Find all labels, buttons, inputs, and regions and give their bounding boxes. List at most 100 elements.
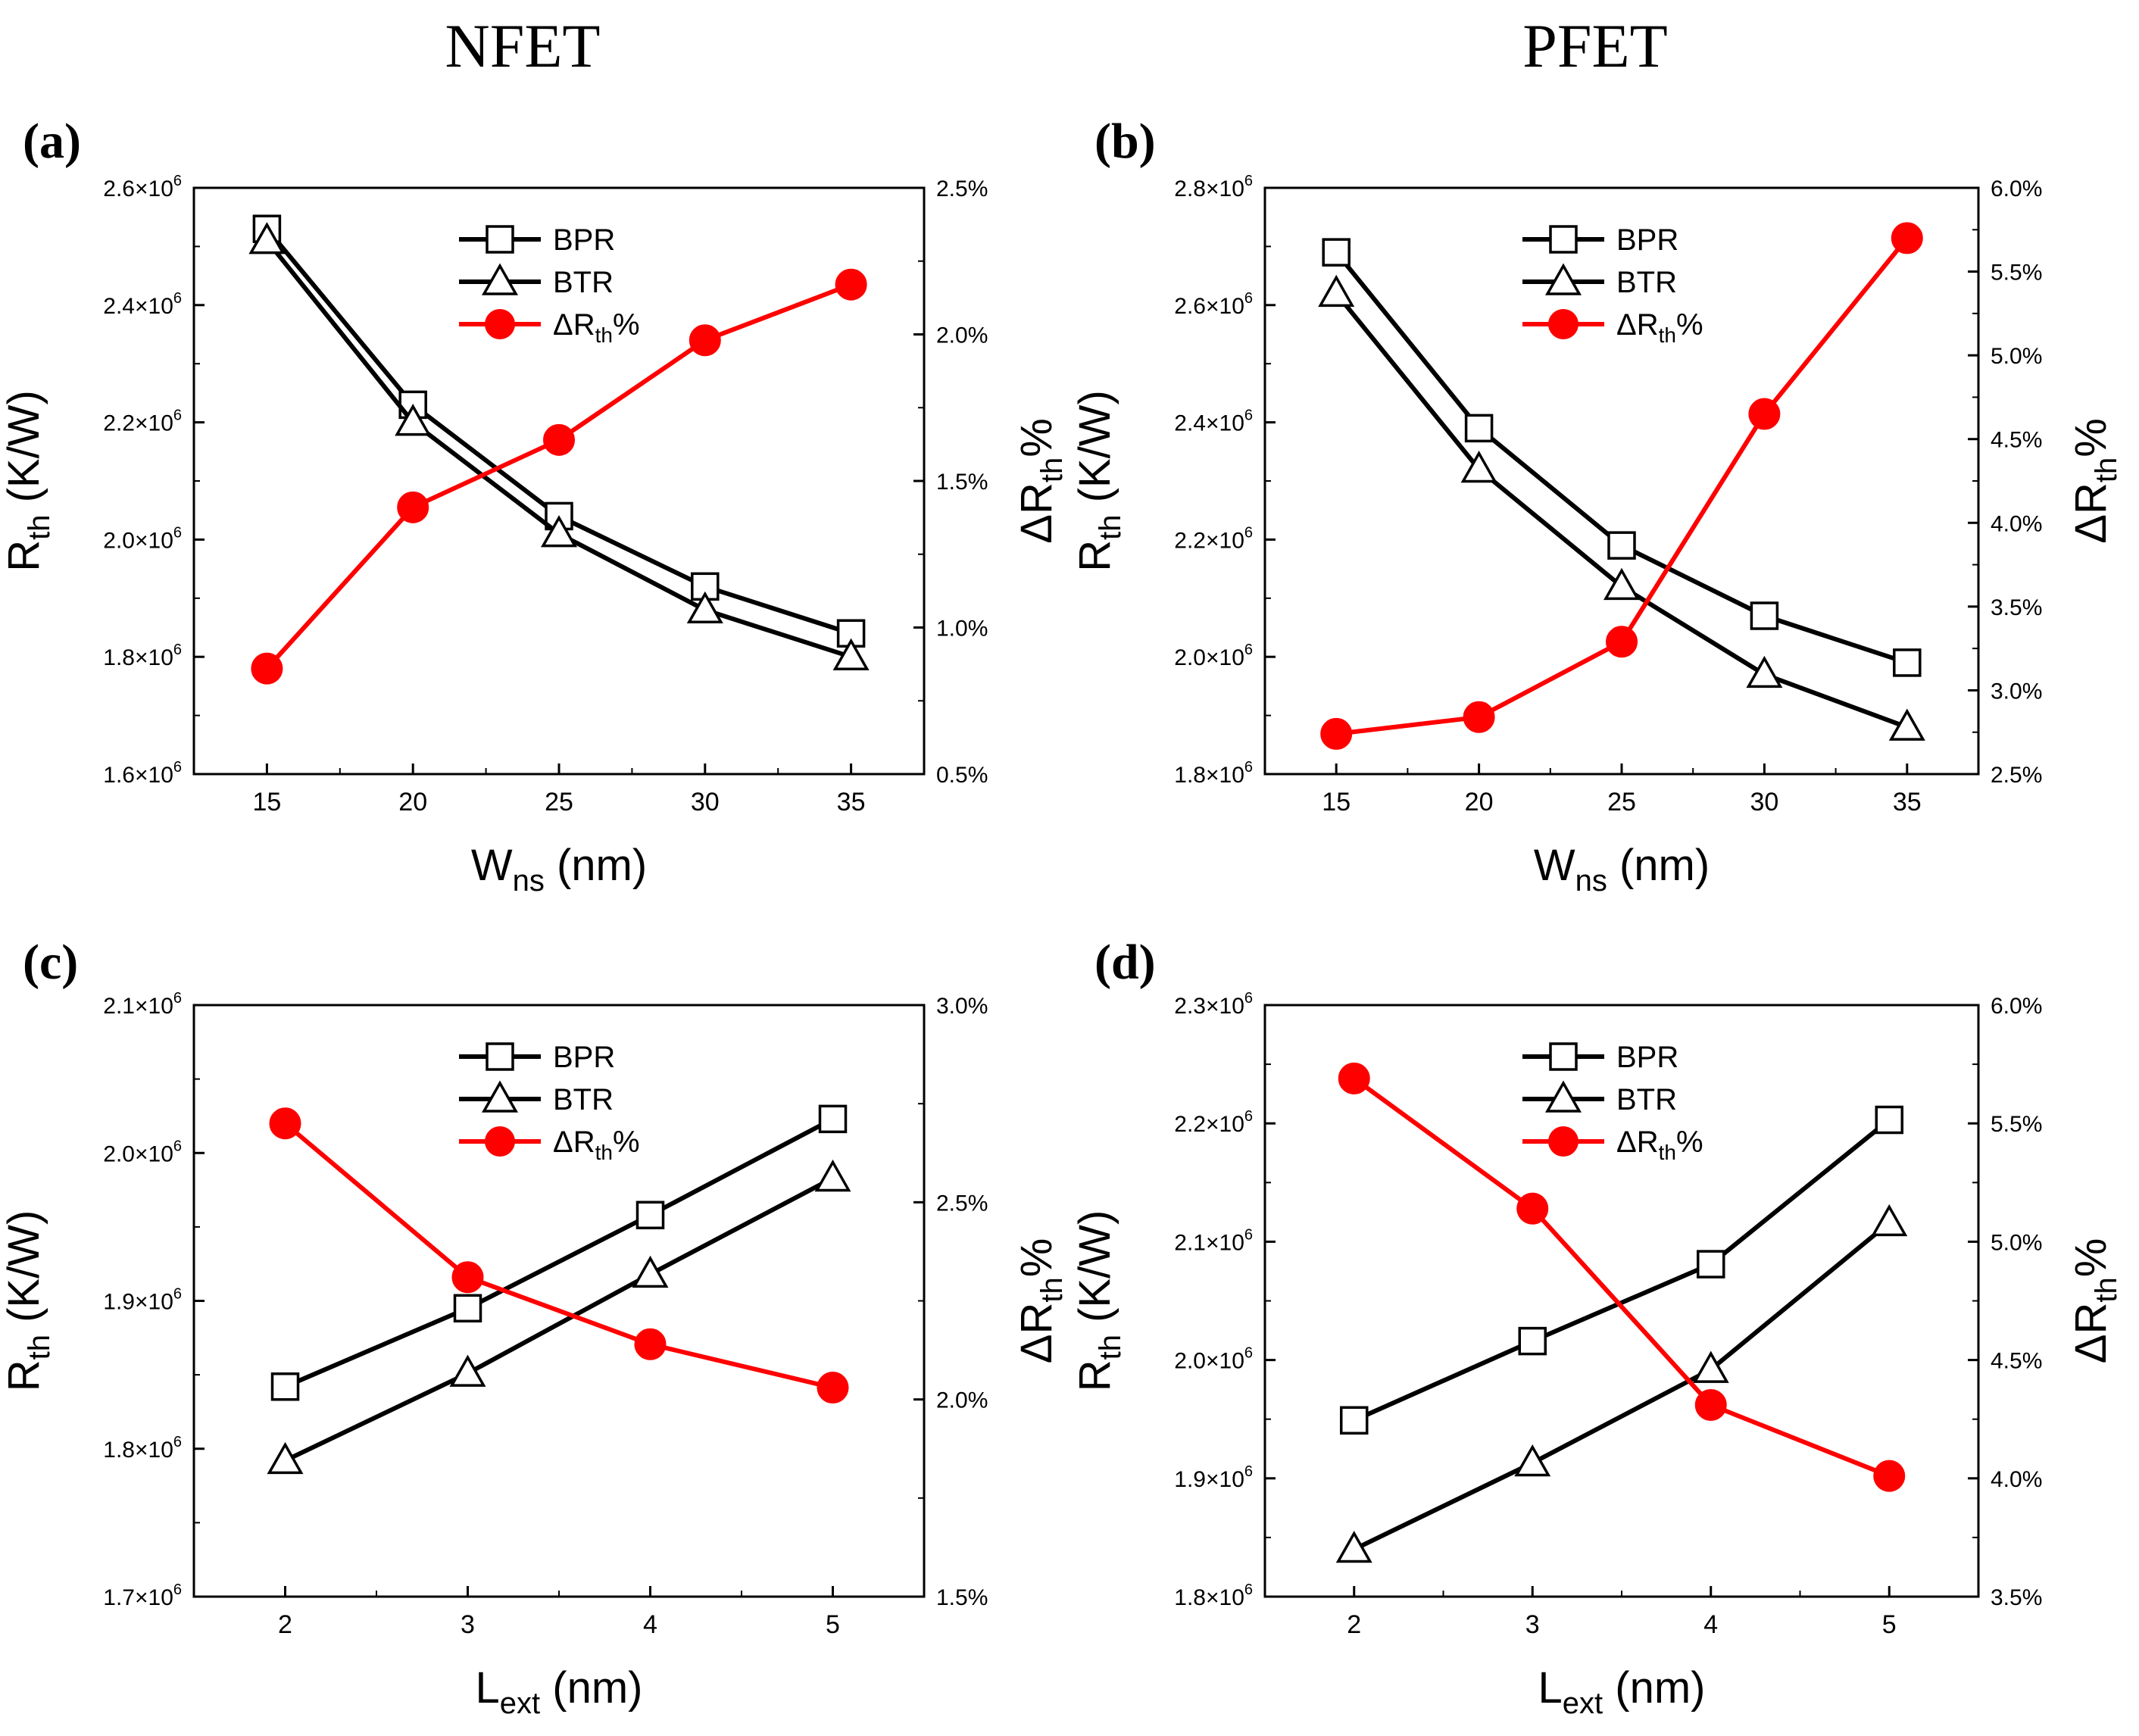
btr-triangle-marker <box>1514 1444 1551 1477</box>
delta-circle-marker <box>835 268 867 301</box>
delta-circle-marker <box>1694 1388 1727 1421</box>
legend-triangle-icon <box>1544 263 1582 295</box>
btr-triangle-marker <box>1888 708 1925 741</box>
column-title-nfet: NFET <box>445 11 601 80</box>
x-tick-label: 4 <box>1703 1610 1718 1639</box>
btr-triangle-marker <box>1460 450 1497 483</box>
y-left-axis-title: Rth (K/W) <box>1070 1210 1127 1392</box>
x-tick-label: 30 <box>691 788 720 816</box>
btr-triangle-marker <box>1692 1350 1729 1383</box>
btr-triangle-marker <box>1318 274 1355 308</box>
y-left-tick-label: 2.4×106 <box>1174 407 1253 436</box>
y-left-tick-label: 1.9×106 <box>103 1286 182 1315</box>
y-right-tick-label: 1.5% <box>936 470 988 495</box>
x-tick-label: 3 <box>1525 1610 1540 1639</box>
bpr-square-marker <box>1875 1105 1903 1135</box>
y-right-tick-label: 2.5% <box>936 176 988 201</box>
delta-circle-marker <box>1873 1460 1906 1492</box>
panel-label: (c) <box>23 935 78 990</box>
x-tick-label: 4 <box>643 1610 657 1639</box>
x-axis-title: Lext (nm) <box>1538 1663 1706 1720</box>
x-tick-label: 25 <box>545 788 573 816</box>
delta-circle-marker <box>689 324 721 357</box>
btr-triangle-marker <box>1335 1530 1372 1563</box>
y-left-tick-label: 2.8×106 <box>1174 173 1253 201</box>
series-line-circle <box>283 1121 834 1390</box>
delta-circle-marker <box>269 1107 301 1140</box>
y-right-tick-label: 1.5% <box>936 1585 988 1610</box>
bpr-square-marker <box>1518 1326 1547 1356</box>
legend-label: BTR <box>1616 1083 1677 1116</box>
delta-circle-marker <box>1338 1062 1370 1094</box>
legend: BPR BTR ΔRth% <box>1522 1041 1703 1164</box>
y-left-tick-label: 1.6×106 <box>103 759 182 788</box>
x-axis-title: Wns (nm) <box>471 841 647 898</box>
chart-panel-b: (b) 15 20 25 30 35 1.8×106 2.0×106 2.2×106 2.4×10… <box>1070 114 2123 898</box>
legend-label: BPR <box>553 223 615 257</box>
x-tick-label: 5 <box>826 1610 840 1639</box>
btr-triangle-marker <box>832 638 870 670</box>
btr-triangle-marker <box>1746 655 1783 688</box>
y-right-tick-label: 5.0% <box>1991 1230 2042 1255</box>
legend-label: BTR <box>1616 266 1677 299</box>
legend-square-icon <box>486 1042 514 1071</box>
y-left-axis-title: Rth (K/W) <box>0 1210 56 1392</box>
legend-label: BTR <box>553 266 614 299</box>
y-left-axis-title: Rth (K/W) <box>0 390 56 572</box>
delta-circle-marker <box>1891 222 1923 254</box>
legend-circle-icon <box>485 309 515 339</box>
y-left-tick-label: 1.7×106 <box>103 1581 182 1610</box>
x-axis-title: Lext (nm) <box>476 1663 643 1720</box>
legend: BPR BTR ΔRth% <box>459 223 640 347</box>
chart-panel-d: (d) 2 3 4 5 1.8×106 1.9×106 2.0×106 2.1×106 2.2×1… <box>1070 935 2123 1720</box>
legend-square-icon <box>1549 225 1578 254</box>
y-right-tick-label: 2.5% <box>936 1191 988 1216</box>
delta-circle-marker <box>1320 717 1353 750</box>
y-right-axis-title: ΔRth% <box>1012 1238 1069 1364</box>
y-right-axis-title: ΔRth% <box>1012 418 1069 544</box>
y-right-tick-label: 4.0% <box>1991 511 2042 536</box>
btr-triangle-marker <box>449 1354 486 1387</box>
legend-label: BPR <box>1616 223 1678 257</box>
x-axis-title: Wns (nm) <box>1534 841 1710 898</box>
y-right-tick-label: 3.0% <box>1991 679 2042 704</box>
series-line-triangle <box>284 1176 834 1463</box>
y-left-tick-label: 1.8×106 <box>103 642 182 670</box>
panel-label: (b) <box>1094 114 1156 169</box>
x-tick-label: 15 <box>252 788 281 816</box>
legend-label: ΔRth% <box>1616 308 1703 347</box>
delta-circle-marker <box>397 491 429 523</box>
btr-triangle-marker <box>686 591 723 624</box>
series-line-circle <box>1352 1076 1891 1478</box>
x-tick-label: 20 <box>398 788 427 816</box>
y-right-tick-label: 5.5% <box>1991 261 2042 286</box>
x-tick-label: 25 <box>1607 788 1636 816</box>
delta-circle-marker <box>634 1328 667 1360</box>
series-line-circle <box>265 282 852 670</box>
y-right-tick-label: 3.0% <box>936 994 988 1019</box>
y-left-tick-label: 1.8×106 <box>1174 759 1253 788</box>
x-tick-label: 20 <box>1465 788 1494 816</box>
y-left-tick-label: 2.0×106 <box>1174 1345 1253 1374</box>
y-left-tick-label: 2.0×106 <box>103 1138 182 1166</box>
bpr-square-marker <box>1893 648 1922 677</box>
y-right-tick-label: 0.5% <box>936 763 988 788</box>
column-title-pfet: PFET <box>1522 11 1667 80</box>
x-tick-label: 2 <box>278 1610 292 1639</box>
bpr-square-marker <box>270 1372 300 1401</box>
chart-panel-c: (c) 2 3 4 5 1.7×106 1.8×106 1.9×106 2.0×106 2.1×1… <box>0 935 1069 1720</box>
y-left-tick-label: 2.2×106 <box>103 407 182 436</box>
x-tick-label: 5 <box>1882 1610 1897 1639</box>
legend-label: BPR <box>1616 1041 1678 1074</box>
legend-square-icon <box>486 225 514 254</box>
delta-circle-marker <box>251 652 283 685</box>
x-tick-label: 3 <box>461 1610 475 1639</box>
y-left-tick-label: 1.8×106 <box>1174 1581 1253 1610</box>
y-left-tick-label: 1.8×106 <box>103 1434 182 1463</box>
legend-triangle-icon <box>481 1080 519 1113</box>
y-left-tick-label: 2.2×106 <box>1174 1108 1253 1137</box>
y-left-tick-label: 2.1×106 <box>103 990 182 1019</box>
x-tick-label: 30 <box>1750 788 1778 816</box>
y-right-tick-label: 3.5% <box>1991 595 2042 620</box>
y-right-tick-label: 5.0% <box>1991 344 2042 369</box>
